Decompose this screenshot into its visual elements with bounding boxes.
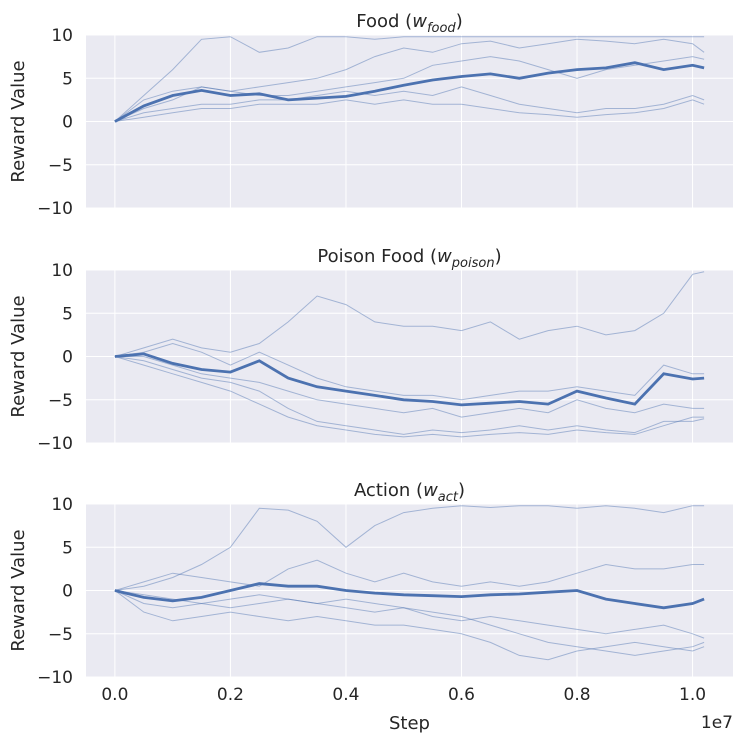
run-series-line xyxy=(114,86,705,122)
run-series-line xyxy=(114,356,705,435)
y-tick-label: 0 xyxy=(62,113,73,133)
chart-title-subscript: food xyxy=(427,21,456,36)
chart-panel-3: 10 5 0 −5 −10 Reward Value Action (wact) 0.0 0.2… xyxy=(8,480,733,705)
chart-title-close: ) xyxy=(495,246,502,267)
chart-panel-2: 10 5 0 −5 −10 Reward Value Poison Food (wpoiso… xyxy=(8,246,733,454)
y-axis-label: Reward Value xyxy=(8,529,29,651)
y-tick-label: 5 xyxy=(62,538,73,558)
y-tick-label: 10 xyxy=(51,495,73,515)
run-series-line xyxy=(114,559,705,591)
y-tick-label: 0 xyxy=(62,348,73,368)
y-tick-label: −10 xyxy=(37,199,73,219)
chart-title: Poison Food (wpoison) xyxy=(317,246,501,271)
x-tick-label: 0.2 xyxy=(217,685,244,705)
run-series-line xyxy=(114,356,705,438)
chart-title-symbol: w xyxy=(437,246,452,267)
y-tick-label: −5 xyxy=(48,391,73,411)
x-tick-label: 0.0 xyxy=(101,685,128,705)
chart-title-symbol: w xyxy=(423,480,438,501)
run-series-line xyxy=(114,590,705,639)
chart-title-close: ) xyxy=(456,11,463,32)
y-tick-label: −5 xyxy=(48,156,73,176)
chart-title: Action (wact) xyxy=(354,480,465,505)
mean-series-line xyxy=(114,61,705,123)
chart-title-subscript: act xyxy=(438,490,459,505)
chart-title-subscript: poison xyxy=(451,256,495,271)
x-offset-label: 1e7 xyxy=(701,713,733,733)
x-tick-label: 0.4 xyxy=(332,685,359,705)
y-axis-label: Reward Value xyxy=(8,295,29,417)
chart-title-text: Poison Food ( xyxy=(317,246,437,267)
run-series-line xyxy=(114,590,705,661)
y-tick-label: −10 xyxy=(37,434,73,454)
y-tick-label: 10 xyxy=(51,261,73,281)
series-group xyxy=(114,505,705,661)
chart-panel-1: 10 5 0 −5 −10 Reward Value Food (wfood) xyxy=(8,11,733,219)
series-group xyxy=(114,271,705,438)
x-tick-label: 0.6 xyxy=(448,685,475,705)
chart-title-text: Action ( xyxy=(354,480,423,501)
run-series-line xyxy=(114,99,705,122)
run-series-line xyxy=(114,36,705,122)
run-series-line xyxy=(114,56,705,122)
chart-title-close: ) xyxy=(458,480,465,501)
run-series-line xyxy=(114,342,705,401)
y-tick-label: −10 xyxy=(37,668,73,688)
y-axis-label: Reward Value xyxy=(8,60,29,182)
y-tick-label: 10 xyxy=(51,26,73,46)
chart-title-text: Food ( xyxy=(356,11,412,32)
y-tick-label: 5 xyxy=(62,304,73,324)
x-tick-label: 1.0 xyxy=(679,685,706,705)
run-series-line xyxy=(114,590,705,656)
chart-title: Food (wfood) xyxy=(356,11,462,36)
y-tick-label: −5 xyxy=(48,625,73,645)
series-group xyxy=(114,36,705,123)
run-series-line xyxy=(114,38,705,122)
mean-series-line xyxy=(114,582,705,610)
x-tick-label: 0.8 xyxy=(564,685,591,705)
x-axis-label: Step xyxy=(389,713,430,734)
run-series-line xyxy=(114,356,705,418)
chart-title-symbol: w xyxy=(412,11,427,32)
run-series-line xyxy=(114,505,705,591)
run-series-line xyxy=(114,271,705,357)
mean-series-line xyxy=(114,352,705,407)
y-tick-label: 0 xyxy=(62,582,73,602)
y-tick-label: 5 xyxy=(62,69,73,89)
